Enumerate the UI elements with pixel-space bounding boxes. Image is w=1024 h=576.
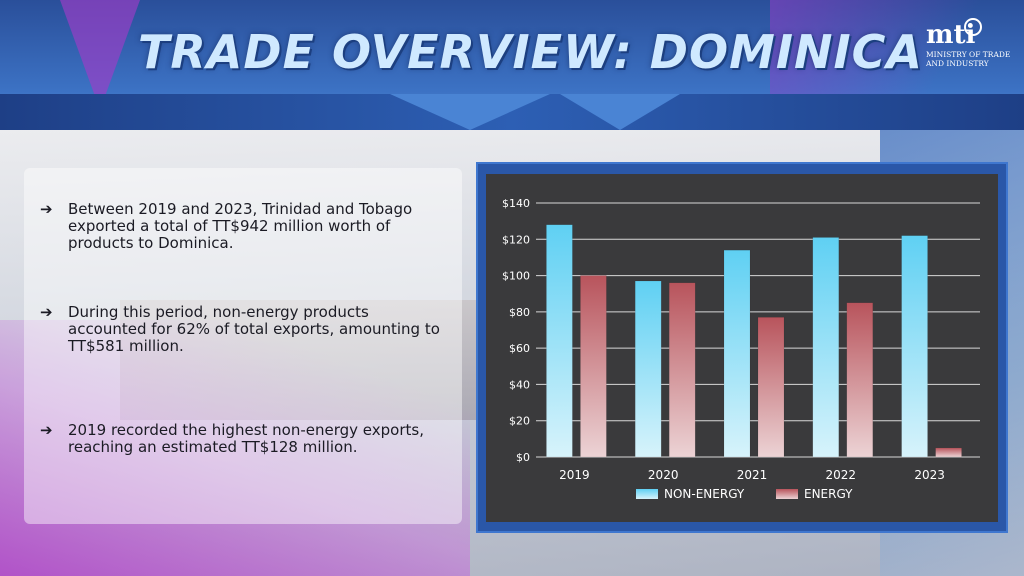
x-tick-label: 2020 <box>648 468 679 482</box>
y-tick-label: $0 <box>516 451 530 464</box>
bullet-item: ➔ Between 2019 and 2023, Trinidad and To… <box>40 201 450 252</box>
y-tick-label: $80 <box>509 306 530 319</box>
x-tick-label: 2019 <box>559 468 590 482</box>
y-tick-label: $120 <box>502 233 530 246</box>
mti-logo: mti MINISTRY OF TRADE AND INDUSTRY <box>926 18 1016 90</box>
globe-icon <box>964 18 982 36</box>
bar-non-energy <box>901 235 928 458</box>
summary-panel: ➔ Between 2019 and 2023, Trinidad and To… <box>24 168 462 524</box>
logo-subtitle-line2: AND INDUSTRY <box>926 59 989 68</box>
header-decoration <box>60 0 140 110</box>
bullet-text: During this period, non-energy products … <box>68 303 440 355</box>
y-tick-label: $40 <box>509 378 530 391</box>
logo-subtitle-line1: MINISTRY OF TRADE <box>926 50 1011 59</box>
page-title: TRADE OVERVIEW: DOMINICA <box>138 25 923 79</box>
bar-energy <box>580 275 607 458</box>
bullet-text: Between 2019 and 2023, Trinidad and Toba… <box>68 200 413 252</box>
legend-swatch-non-energy <box>636 489 658 499</box>
header-banner: TRADE OVERVIEW: DOMINICA mti MINISTRY OF… <box>0 0 1024 130</box>
x-tick-label: 2021 <box>737 468 768 482</box>
bar-chart: $0 $20 $40 $60 $80 $100 $120 $140 2019 2020 2021 20… <box>502 197 980 501</box>
bar-non-energy <box>634 280 662 458</box>
background-purple-overlay <box>0 320 470 576</box>
y-tick-label: $100 <box>502 270 530 283</box>
legend-label-non-energy: NON-ENERGY <box>664 487 745 501</box>
chart-frame: $0 $20 $40 $60 $80 $100 $120 $140 2019 2020 2021 20… <box>476 162 1008 533</box>
header-chevron <box>390 94 550 130</box>
x-tick-label: 2023 <box>914 468 945 482</box>
y-tick-label: $60 <box>509 342 530 355</box>
bullet-item: ➔ During this period, non-energy product… <box>40 304 450 355</box>
x-tick-label: 2022 <box>826 468 857 482</box>
chart-container: $0 $20 $40 $60 $80 $100 $120 $140 2019 2020 2021 20… <box>486 174 998 522</box>
bullet-item: ➔ 2019 recorded the highest non-energy e… <box>40 422 450 456</box>
bar-energy <box>757 317 785 458</box>
arrow-bullet-icon: ➔ <box>40 421 53 439</box>
legend-label-energy: ENERGY <box>804 487 853 501</box>
header-chevron <box>560 94 680 130</box>
bar-energy <box>935 447 962 458</box>
y-tick-label: $20 <box>509 415 530 428</box>
arrow-bullet-icon: ➔ <box>40 200 53 218</box>
bar-energy <box>846 302 874 458</box>
bar-energy <box>668 282 696 458</box>
legend-swatch-energy <box>776 489 798 499</box>
arrow-bullet-icon: ➔ <box>40 303 53 321</box>
bar-non-energy <box>812 237 840 458</box>
y-tick-label: $140 <box>502 197 530 210</box>
bullet-text: 2019 recorded the highest non-energy exp… <box>68 421 424 456</box>
bar-non-energy <box>546 224 573 458</box>
bar-non-energy <box>723 249 751 458</box>
